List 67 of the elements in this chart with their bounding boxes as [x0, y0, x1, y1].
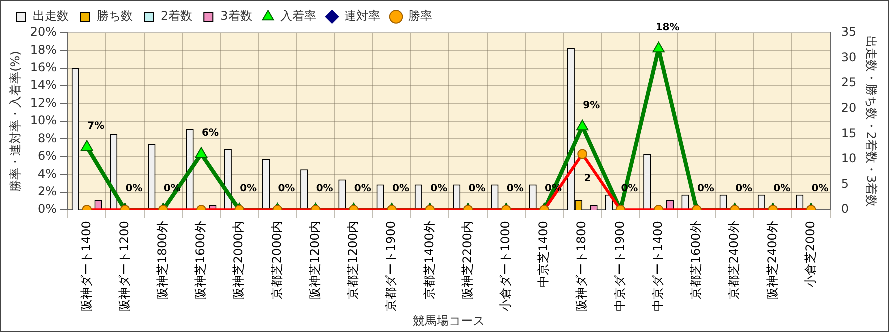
data-label: 0%	[697, 184, 714, 195]
y-tick-label: 6%	[38, 149, 58, 164]
legend-label: 連対率	[344, 9, 380, 24]
data-label: 0%	[812, 184, 829, 195]
y-tick-label: 12%	[30, 96, 58, 110]
y2-tick-label: 30	[841, 50, 857, 64]
x-tick-label: 京都芝1400外	[422, 221, 436, 300]
y2-tick-label: 15	[841, 126, 857, 140]
data-label: 18%	[656, 22, 680, 34]
data-label: 0%	[354, 184, 372, 195]
y-tick-label: 8%	[38, 131, 58, 146]
legend-label: 出走数	[33, 9, 69, 24]
data-label: 0%	[278, 184, 296, 195]
legend-label: 勝率	[408, 9, 432, 24]
x-tick-label: 阪神芝2200内	[460, 221, 474, 300]
x-tick-label: 京都芝1200内	[346, 221, 360, 300]
data-label: 0%	[316, 184, 334, 195]
y2-axis-title: 出走数・勝ち数・2着数・3着数	[864, 36, 879, 208]
x-tick-label: 阪神芝2000内	[232, 221, 246, 300]
data-label: 0%	[430, 184, 448, 195]
x-tick-label: 中京ダート1900	[612, 221, 627, 312]
y-axis-title: 勝率・連対率・入着率(%)	[8, 51, 22, 192]
data-label: 2	[584, 174, 592, 185]
x-tick-label: 阪神ダート1800	[574, 221, 589, 312]
data-label: 9%	[583, 100, 600, 112]
x-tick-label: 京都芝1600外	[689, 221, 704, 300]
data-label: 6%	[202, 128, 219, 139]
data-label: 0%	[736, 184, 753, 195]
data-label: 7%	[88, 120, 105, 132]
x-tick-label: 小倉芝2000	[803, 221, 818, 288]
legend-label: 2着数	[161, 9, 193, 24]
x-tick-label: 中京芝1400	[536, 221, 551, 288]
x-tick-label: 京都芝2000内	[270, 221, 284, 300]
y2-tick-label: 5	[841, 176, 849, 191]
y2-tick-label: 10	[841, 152, 857, 166]
y-tick-label: 20%	[30, 25, 58, 40]
data-label: 0%	[126, 184, 143, 195]
y-tick-label: 14%	[30, 78, 58, 92]
legend-label: 勝ち数	[97, 9, 133, 24]
data-label: 0%	[468, 184, 486, 195]
y2-tick-label: 35	[841, 25, 857, 40]
data-label: 0%	[506, 184, 524, 195]
x-tick-label: 阪神芝2400外	[765, 221, 780, 300]
x-tick-label: 京都芝2400外	[727, 221, 742, 300]
data-label: 0%	[240, 184, 258, 195]
x-tick-label: 阪神芝1200内	[308, 221, 322, 300]
x-tick-label: 小倉ダート1000	[498, 221, 512, 312]
y2-tick-label: 0	[841, 202, 849, 216]
x-tick-label: 阪神ダート1200	[117, 221, 132, 312]
y-tick-label: 18%	[30, 42, 58, 57]
y2-tick-label: 20	[841, 101, 857, 116]
x-tick-label: 阪神ダート1400	[79, 221, 94, 312]
legend-label: 3着数	[220, 9, 252, 24]
data-label: 0%	[774, 184, 791, 195]
x-tick-label: 阪神芝1600外	[194, 221, 208, 300]
legend-label: 入着率	[280, 9, 316, 24]
y-tick-label: 16%	[30, 60, 58, 75]
y-tick-label: 10%	[30, 114, 58, 128]
x-axis-title: 競馬場コース	[413, 314, 486, 328]
y2-tick-label: 25	[841, 76, 857, 90]
y-tick-label: 0%	[38, 202, 58, 216]
x-tick-label: 中京ダート1400	[650, 221, 665, 312]
y-tick-label: 4%	[38, 166, 58, 181]
x-tick-label: 阪神芝1800外	[155, 221, 170, 300]
x-tick-label: 京都ダート1900	[384, 221, 398, 312]
data-label: 0%	[392, 184, 410, 195]
y-tick-label: 2%	[38, 184, 58, 198]
